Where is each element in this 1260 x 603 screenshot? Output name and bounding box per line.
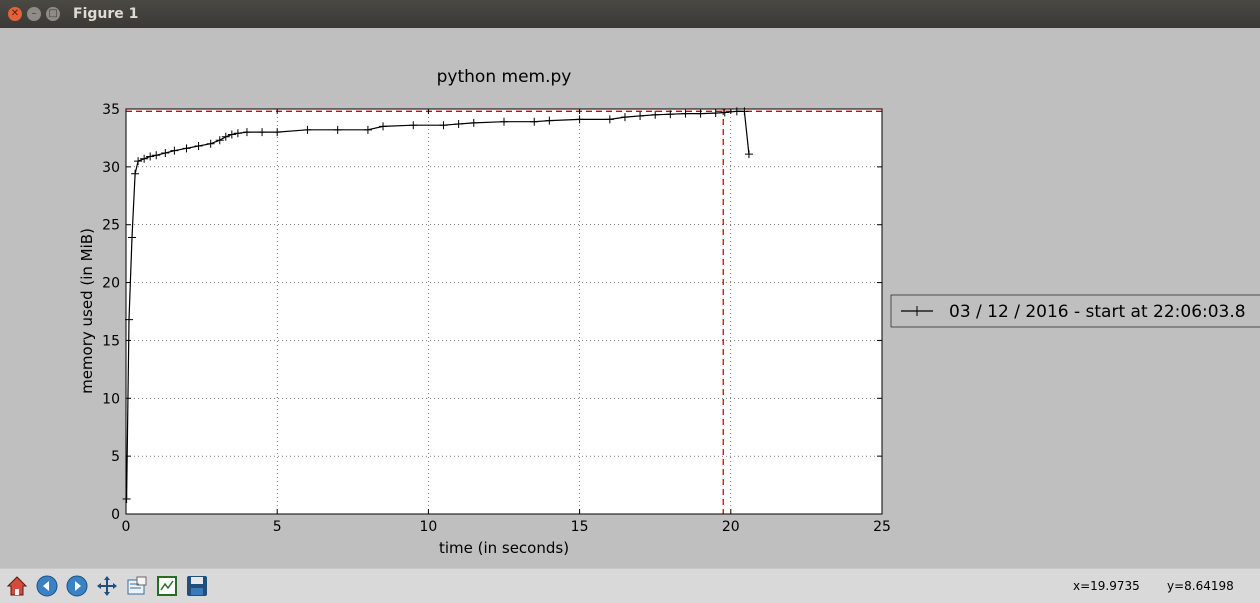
legend-box — [890, 294, 1260, 328]
data-point — [122, 494, 131, 503]
y-tick-label: 5 — [111, 449, 120, 465]
configure-subplots-icon[interactable] — [153, 572, 181, 600]
data-point — [605, 115, 614, 124]
legend: 03 / 12 / 2016 - start at 22:06:03.8 — [890, 294, 1260, 328]
navigation-toolbar: x=19.9735 y=8.64198 — [0, 568, 1260, 603]
x-tick-label: 5 — [273, 519, 282, 535]
memory-series-markers — [122, 107, 753, 503]
pan-icon[interactable] — [93, 572, 121, 600]
data-point — [409, 121, 418, 130]
data-point — [194, 142, 203, 151]
y-axis-ticks: 0 5 10 15 20 25 30 35 — [102, 102, 882, 523]
data-point — [215, 136, 224, 145]
memory-chart: python mem.py 0 5 10 15 20 25 05101520253035 … — [78, 67, 1260, 557]
data-point — [666, 110, 675, 119]
forward-arrow-icon[interactable] — [63, 572, 91, 600]
data-point — [134, 157, 143, 166]
data-point — [242, 128, 251, 137]
cursor-x-readout: x=19.9735 — [1073, 579, 1140, 593]
data-point — [500, 117, 508, 126]
close-icon[interactable]: ✕ — [8, 7, 22, 21]
window-title: Figure 1 — [73, 6, 139, 22]
x-tick-label: 25 — [873, 519, 891, 535]
save-icon[interactable] — [183, 572, 211, 600]
data-point — [696, 109, 705, 118]
data-point — [575, 115, 584, 124]
y-tick-label: 35 — [102, 102, 120, 118]
data-point — [636, 111, 645, 120]
x-tick-label: 15 — [571, 519, 589, 535]
home-icon[interactable] — [3, 572, 31, 600]
cursor-y-readout: y=8.64198 — [1167, 579, 1234, 593]
data-point — [530, 117, 539, 126]
data-point — [454, 120, 463, 129]
data-point — [439, 121, 448, 130]
data-point — [303, 125, 312, 134]
data-point — [128, 233, 137, 242]
data-point — [221, 132, 230, 141]
minimize-icon[interactable]: – — [27, 7, 41, 21]
data-point — [161, 148, 170, 157]
legend-label: 03 / 12 / 2016 - start at 22:06:03.8 — [949, 302, 1246, 322]
data-point — [620, 113, 629, 122]
data-point — [711, 109, 720, 118]
data-point — [744, 150, 753, 159]
y-tick-label: 25 — [102, 218, 120, 234]
data-point — [720, 108, 729, 117]
series-group — [122, 107, 753, 503]
figure-canvas[interactable]: python mem.py 0 5 10 15 20 25 0 5 10 15 20 25 30 35 … — [0, 28, 1260, 568]
data-point — [206, 139, 215, 148]
data-point — [363, 125, 372, 134]
x-tick-label: 20 — [722, 519, 740, 535]
y-axis-label: memory used (in MiB) — [78, 228, 96, 394]
x-axis-label: time (in seconds) — [439, 539, 569, 557]
plot-area — [126, 109, 882, 514]
data-point — [379, 122, 388, 131]
window-titlebar: ✕ – □ Figure 1 — [0, 0, 1260, 28]
x-tick-label: 10 — [419, 519, 437, 535]
data-point — [469, 118, 478, 127]
data-point — [333, 125, 342, 134]
y-tick-label: 30 — [102, 160, 120, 176]
y-tick-label: 10 — [102, 391, 120, 407]
data-point — [140, 154, 149, 163]
data-point — [227, 130, 236, 139]
data-point — [233, 129, 242, 138]
zoom-rect-icon[interactable] — [123, 572, 151, 600]
data-point — [152, 151, 161, 160]
maximize-icon[interactable]: □ — [46, 7, 60, 21]
chart-title: python mem.py — [437, 67, 572, 87]
data-point — [170, 146, 179, 155]
y-tick-label: 20 — [102, 276, 120, 292]
data-point — [273, 128, 282, 137]
reference-lines — [126, 109, 882, 514]
y-tick-label: 15 — [102, 333, 120, 349]
data-point — [131, 169, 140, 178]
data-point — [146, 152, 155, 161]
data-point — [182, 144, 191, 153]
x-axis-ticks: 0 5 10 15 20 25 — [122, 109, 891, 535]
x-tick-label: 0 — [122, 519, 131, 535]
data-point — [651, 110, 660, 119]
plot-frame — [125, 108, 883, 515]
data-point — [545, 116, 554, 125]
data-point — [258, 128, 267, 137]
data-point — [681, 109, 690, 118]
back-arrow-icon[interactable] — [33, 572, 61, 600]
y-tick-label: 0 — [111, 507, 120, 523]
